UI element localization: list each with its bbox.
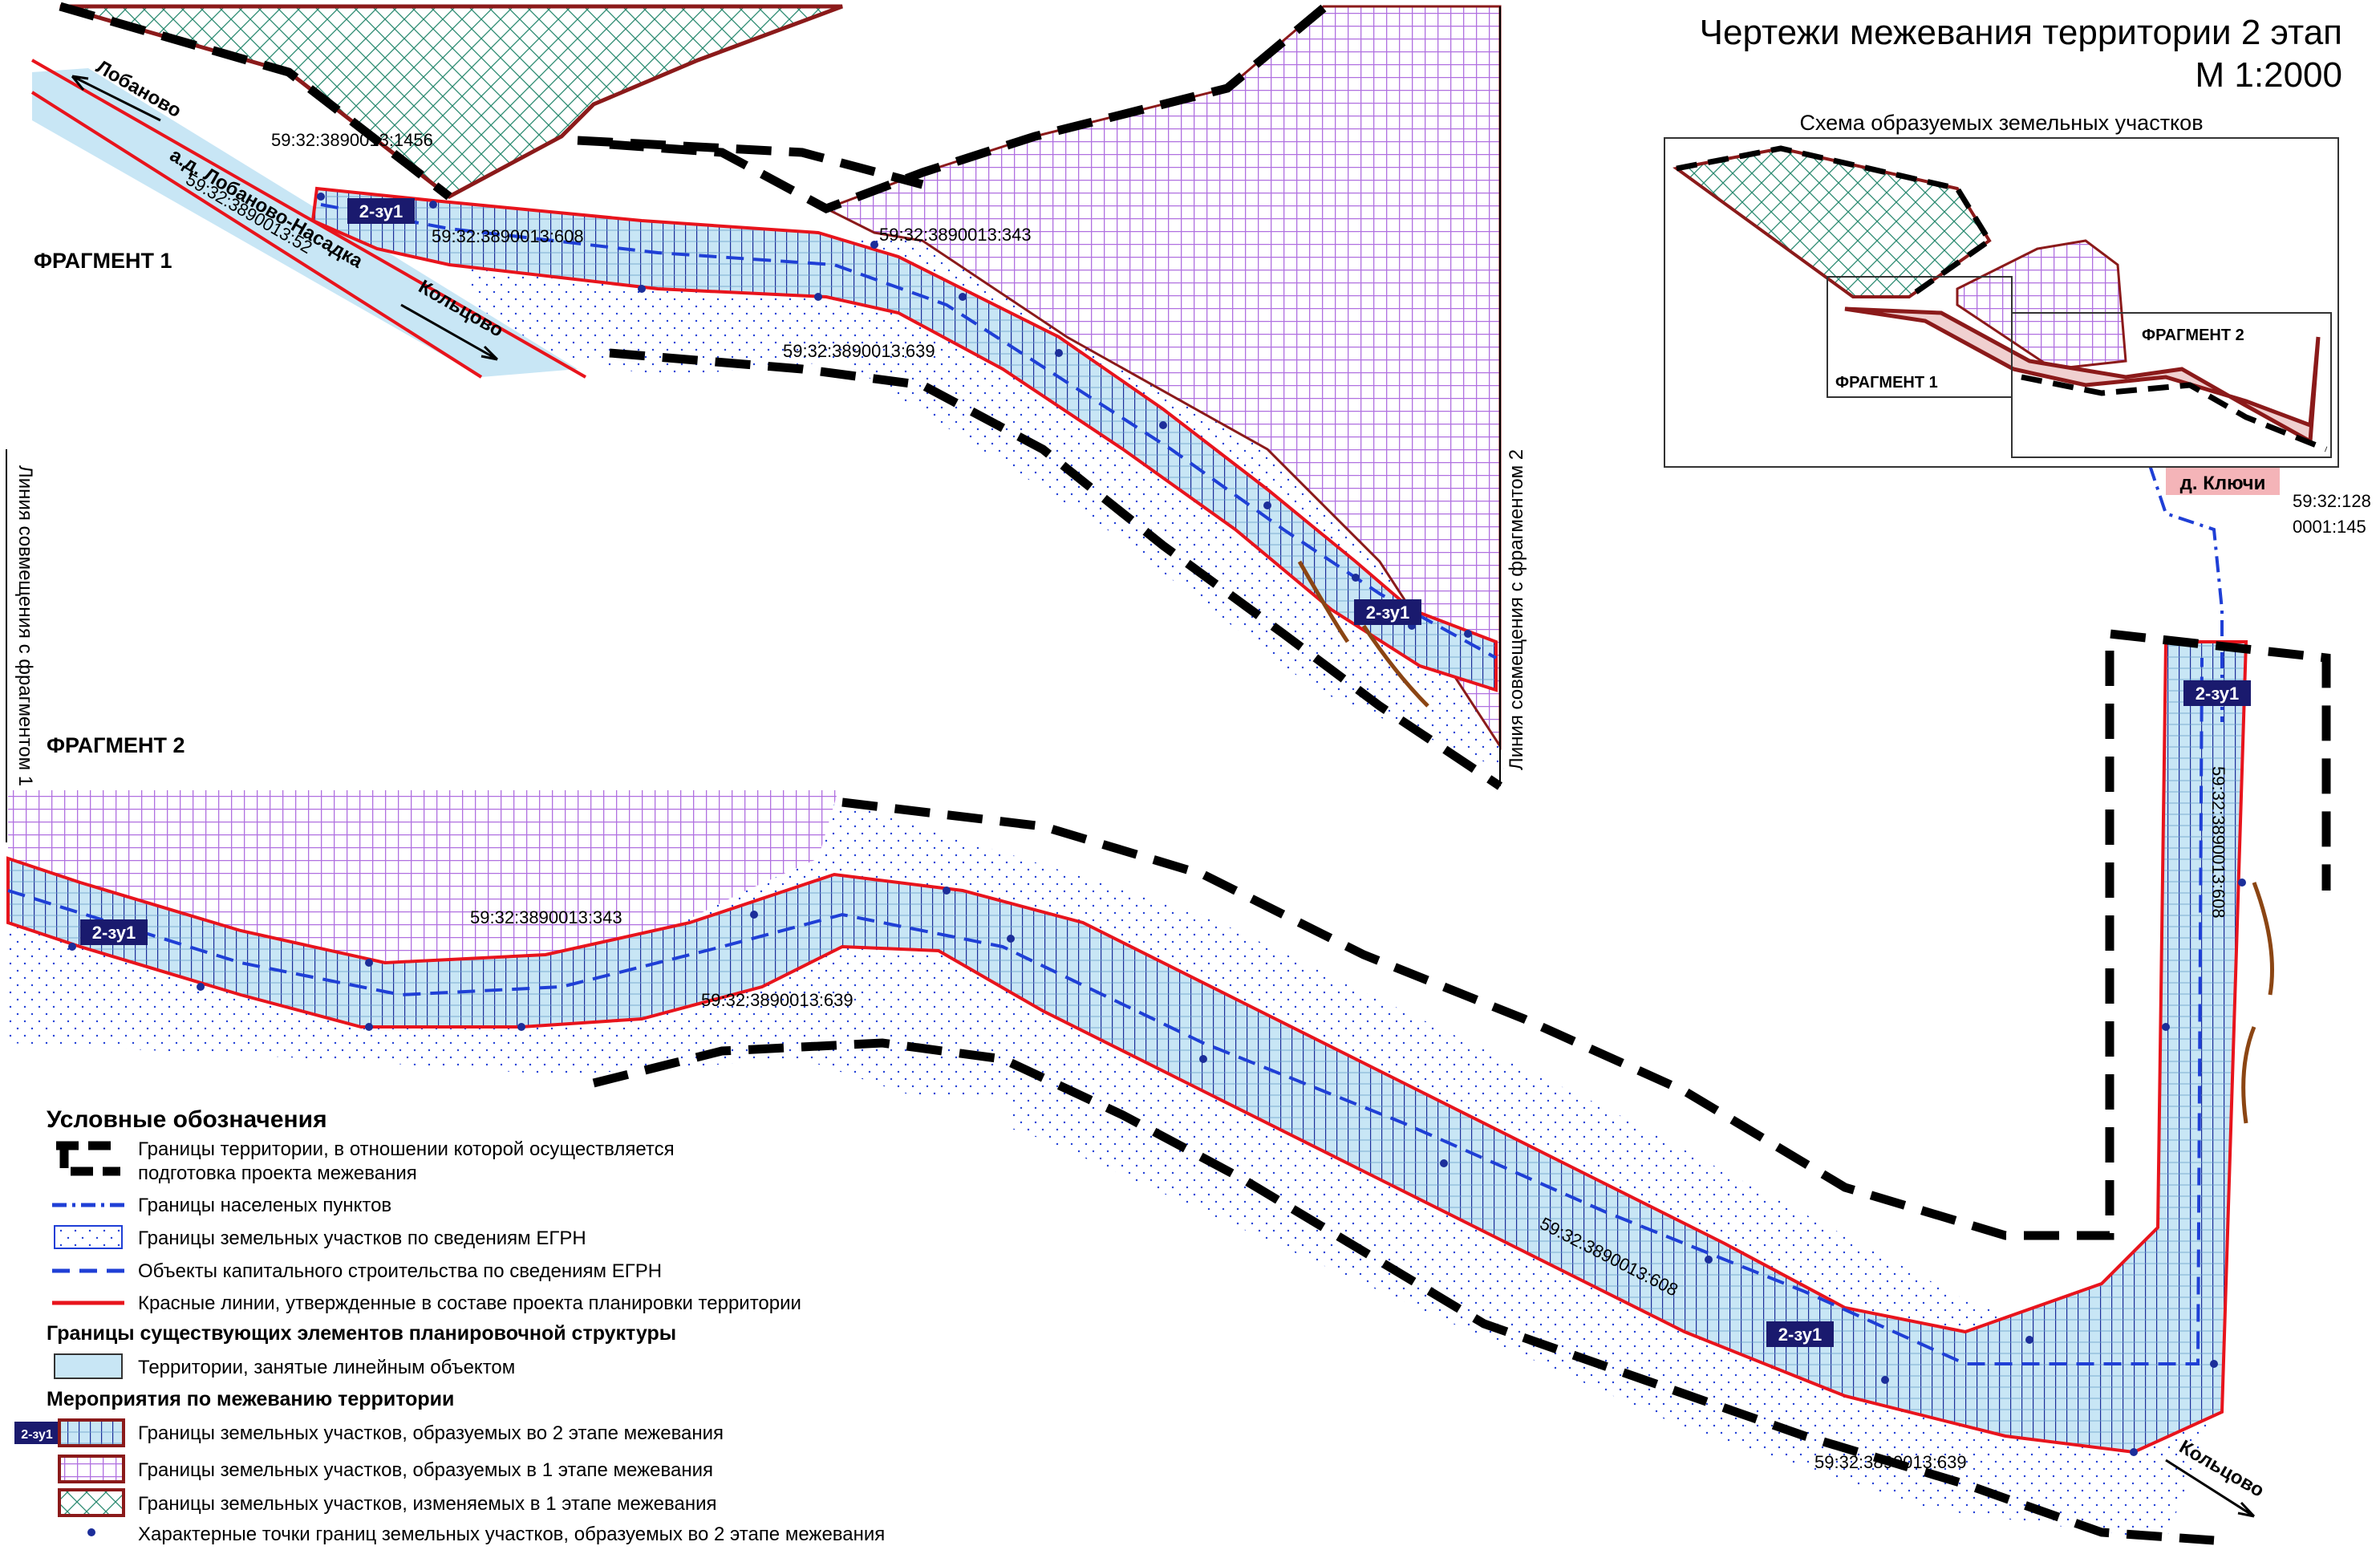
inset-fragment1-label: ФРАГМЕНТ 1	[1835, 374, 1938, 392]
combine-line-right-label: Линия совмещения с фрагментом 2	[1506, 449, 1527, 770]
points-f2	[68, 878, 2246, 1456]
red-line-f1-b	[30, 91, 483, 379]
svg-text:2-зу1: 2-зу1	[1366, 603, 1409, 623]
project-boundary-f2-bottom	[592, 1038, 2215, 1545]
fragment-2-map	[6, 449, 2331, 1545]
legend-swatch-stage1-parcels	[58, 1455, 125, 1483]
legend-section-surveying: Мероприятия по межеванию территории	[47, 1388, 454, 1410]
parcel-number: 59:32:3890013:639	[701, 990, 853, 1010]
place-label-bg	[2166, 468, 2280, 495]
zu-label: 2-зу1	[2183, 680, 2251, 706]
inset-title: Схема образуемых земельных участков	[1799, 111, 2203, 135]
capital-object-line-f2	[7, 657, 2204, 1365]
legend-item-capital-objects: Объекты капитального строительства по св…	[138, 1260, 662, 1282]
project-boundary-f2-top	[841, 628, 2331, 1240]
legend-backdrop	[0, 1099, 1011, 1550]
svg-text:2-зу1: 2-зу1	[359, 201, 403, 221]
project-boundary-f1-top	[609, 4, 1327, 214]
parcel-number: 0001:145	[2293, 517, 2366, 537]
parcel-number: 59:32:3890013:343	[470, 907, 622, 927]
fragment-1-map	[30, 2, 1504, 790]
legend-swatch-linear-object	[54, 1353, 123, 1379]
parcel-number: 59:32:3890013:608	[432, 226, 584, 246]
arrow-koltsovo-bottom	[2165, 1459, 2256, 1518]
parcel-number: 59:32:3890013:343	[879, 225, 1032, 245]
svg-text:2-зу1: 2-зу1	[92, 923, 136, 943]
sheet-scale: М 1:2000	[2196, 55, 2342, 95]
legend-item-linear-object: Территории, занятые линейным объектом	[138, 1357, 515, 1378]
corridor-2zu1-fragment1	[310, 186, 1498, 692]
arrow-koltsovo-top	[400, 303, 499, 361]
brown-ditch-f2	[2241, 882, 2274, 1124]
arrow-lobanovo	[71, 75, 161, 122]
project-boundary-f1-upper	[577, 136, 924, 189]
inset-boundary	[1676, 145, 2328, 452]
parcel-number: 59:32:3890013:639	[783, 341, 935, 361]
legend-swatch-stage2-code: 2-зу1	[21, 1428, 53, 1442]
legend-swatch-points	[87, 1528, 95, 1536]
legend-swatch-egrn-parcels	[54, 1225, 123, 1249]
stage1-parcel-purple-f2	[8, 790, 838, 963]
points-f1	[317, 193, 1472, 638]
fragment-2-label: ФРАГМЕНТ 2	[47, 733, 185, 757]
inset-scheme: Схема образуемых земельных участков ФРАГ…	[1664, 111, 2339, 468]
inset-fragment2-label: ФРАГМЕНТ 2	[2142, 327, 2244, 344]
svg-text:2-зу1: 2-зу1	[1778, 1325, 1822, 1345]
legend-item-settlement: Границы населеных пунктов	[138, 1195, 391, 1216]
road-area-lobanovo	[32, 68, 578, 377]
inset-fragment2-box	[2011, 312, 2332, 458]
legend-item-changed-parcels: Границы земельных участков, изменяемых в…	[138, 1493, 717, 1515]
legend-item-project-boundary: Границы территории, в отношении которой …	[138, 1138, 675, 1160]
legend-item-red-lines: Красные линии, утвержденные в составе пр…	[138, 1292, 801, 1314]
legend-swatch-stage2-parcels	[58, 1418, 125, 1447]
svg-text:2-зу1: 2-зу1	[2196, 684, 2239, 704]
corridor-2zu1-fragment2	[6, 640, 2248, 1455]
project-boundary-f1-left	[59, 2, 452, 201]
legend-swatch-stage2-label	[14, 1422, 59, 1444]
combine-line-left-label: Линия совмещения с фрагментом 1	[14, 465, 36, 786]
project-boundary-f1-bottom	[609, 348, 1503, 790]
legend-title: Условные обозначения	[47, 1106, 327, 1133]
legend-item-egrn-parcels: Границы земельных участков по сведениям …	[138, 1227, 586, 1249]
zu-label: 2-зу1	[1354, 599, 1421, 625]
legend-section-planning-structure: Границы существующих элементов планирово…	[47, 1322, 676, 1345]
legend-item-points: Характерные точки границ земельных участ…	[138, 1524, 885, 1545]
zu-label: 2-зу1	[347, 198, 415, 224]
place-label-klyuchi: д. Ключи	[2180, 473, 2266, 494]
parcel-number: 59:32:3890013:1456	[271, 130, 433, 150]
legend-swatch-changed-parcels	[58, 1488, 125, 1517]
sheet-title: Чертежи межевания территории 2 этап	[1700, 13, 2342, 52]
red-line-f1-a	[31, 59, 586, 379]
fragment-1-label: ФРАГМЕНТ 1	[34, 249, 172, 273]
brown-ditch-f1	[1297, 560, 1429, 708]
legend-item-stage2-parcels: Границы земельных участков, образуемых в…	[138, 1422, 724, 1444]
inset-corridor	[1844, 306, 2321, 445]
legend-item-stage1-parcels: Границы земельных участков, образуемых в…	[138, 1459, 713, 1481]
zu-label: 2-зу1	[1766, 1321, 1834, 1347]
parcel-number: 59:32:3890013:639	[1814, 1452, 1967, 1472]
legend: Условные обозначения Границы территории,…	[0, 1099, 1011, 1550]
capital-object-line-f1	[320, 203, 1497, 659]
parcel-number: 59:32:3890013:608	[2208, 766, 2228, 919]
settlement-border	[2148, 465, 2224, 722]
zu-label: 2-зу1	[80, 919, 148, 945]
legend-item-project-boundary-2: подготовка проекта межевания	[138, 1162, 417, 1184]
parcel-number: 59:32:128	[2293, 491, 2371, 511]
legend-swatch-project-boundary	[56, 1141, 120, 1176]
